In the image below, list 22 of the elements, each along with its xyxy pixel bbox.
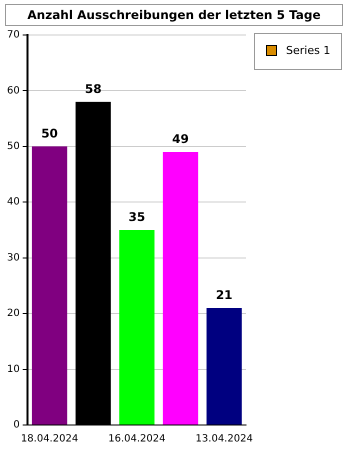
data-label: 50	[41, 126, 58, 141]
y-tick-label: 50	[6, 141, 20, 152]
y-tick-label: 70	[6, 30, 20, 41]
y-tick-label: 10	[6, 364, 20, 375]
legend-label: Series 1	[286, 44, 330, 57]
x-tick-label: 18.04.2024	[20, 434, 78, 445]
data-label: 49	[172, 132, 189, 146]
data-label: 58	[84, 82, 102, 96]
chart-title: Anzahl Ausschreibungen der letzten 5 Tage	[5, 4, 343, 26]
y-tick-label: 20	[6, 308, 20, 320]
bar	[206, 308, 242, 424]
y-tick-label: 60	[6, 85, 20, 96]
y-tick-label: 40	[6, 196, 20, 208]
bar	[119, 230, 154, 424]
x-tick-label: 16.04.2024	[108, 434, 166, 445]
bar	[32, 146, 68, 424]
bar	[162, 152, 198, 424]
data-label: 35	[128, 210, 146, 224]
y-tick-label: 30	[6, 252, 20, 264]
y-tick-label: 0	[13, 420, 20, 431]
data-label: 21	[216, 288, 233, 302]
x-tick-label: 13.04.2024	[196, 434, 253, 445]
